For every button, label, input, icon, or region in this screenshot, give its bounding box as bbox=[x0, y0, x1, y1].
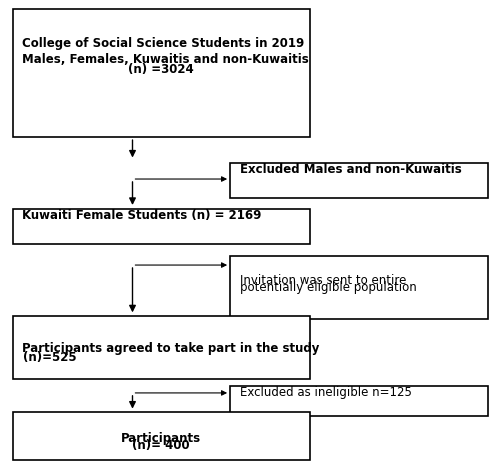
FancyBboxPatch shape bbox=[12, 9, 310, 137]
FancyBboxPatch shape bbox=[12, 412, 310, 460]
Text: Participants agreed to take part in the study: Participants agreed to take part in the … bbox=[22, 342, 320, 355]
FancyBboxPatch shape bbox=[230, 163, 487, 198]
Text: (n) =3024: (n) =3024 bbox=[128, 63, 194, 76]
Text: (n)=525: (n)=525 bbox=[22, 351, 76, 364]
Text: Excluded Males and non-Kuwaitis: Excluded Males and non-Kuwaitis bbox=[240, 163, 462, 176]
FancyBboxPatch shape bbox=[12, 209, 310, 244]
Text: Excluded as ineligible n=125: Excluded as ineligible n=125 bbox=[240, 386, 412, 399]
Text: Kuwaiti Female Students (n) = 2169: Kuwaiti Female Students (n) = 2169 bbox=[22, 209, 262, 222]
Text: Invitation was sent to entire: Invitation was sent to entire bbox=[240, 274, 406, 287]
FancyBboxPatch shape bbox=[230, 386, 487, 416]
FancyBboxPatch shape bbox=[12, 316, 310, 379]
Text: potentially eligible population: potentially eligible population bbox=[240, 281, 417, 294]
FancyBboxPatch shape bbox=[230, 256, 487, 319]
Text: Males, Females, Kuwaitis and non-Kuwaitis: Males, Females, Kuwaitis and non-Kuwaiti… bbox=[22, 53, 309, 66]
Text: Participants: Participants bbox=[121, 432, 202, 445]
Text: (n)= 400: (n)= 400 bbox=[132, 439, 190, 452]
Text: College of Social Science Students in 2019: College of Social Science Students in 20… bbox=[22, 37, 305, 50]
